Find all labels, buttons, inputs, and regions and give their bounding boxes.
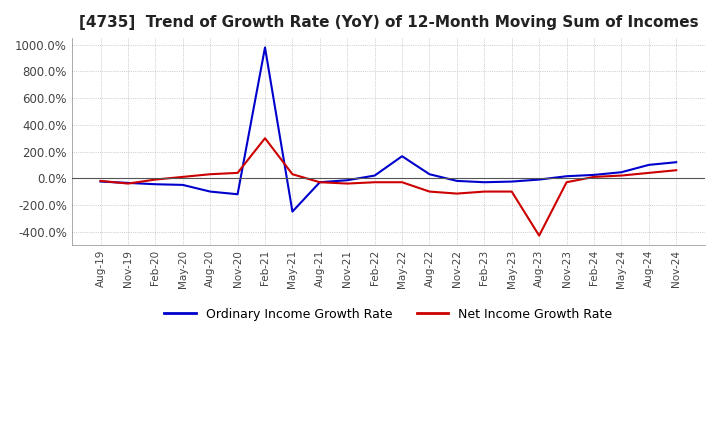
Net Income Growth Rate xyxy=(206,172,215,177)
Net Income Growth Rate xyxy=(315,180,324,185)
Ordinary Income Growth Rate xyxy=(179,182,187,187)
Net Income Growth Rate xyxy=(453,191,462,196)
Ordinary Income Growth Rate xyxy=(96,179,105,184)
Net Income Growth Rate xyxy=(179,174,187,180)
Ordinary Income Growth Rate xyxy=(535,177,544,182)
Ordinary Income Growth Rate xyxy=(562,174,571,179)
Ordinary Income Growth Rate xyxy=(315,180,324,185)
Net Income Growth Rate xyxy=(288,172,297,177)
Ordinary Income Growth Rate xyxy=(343,178,351,183)
Ordinary Income Growth Rate xyxy=(151,182,160,187)
Ordinary Income Growth Rate xyxy=(397,154,406,159)
Line: Net Income Growth Rate: Net Income Growth Rate xyxy=(101,138,676,235)
Net Income Growth Rate xyxy=(508,189,516,194)
Net Income Growth Rate xyxy=(672,168,680,173)
Ordinary Income Growth Rate xyxy=(508,179,516,184)
Ordinary Income Growth Rate xyxy=(124,180,132,186)
Ordinary Income Growth Rate xyxy=(480,180,489,185)
Net Income Growth Rate xyxy=(261,136,269,141)
Net Income Growth Rate xyxy=(562,180,571,185)
Ordinary Income Growth Rate xyxy=(453,178,462,183)
Net Income Growth Rate xyxy=(96,178,105,183)
Net Income Growth Rate xyxy=(124,181,132,186)
Ordinary Income Growth Rate xyxy=(672,160,680,165)
Ordinary Income Growth Rate xyxy=(644,162,653,168)
Title: [4735]  Trend of Growth Rate (YoY) of 12-Month Moving Sum of Incomes: [4735] Trend of Growth Rate (YoY) of 12-… xyxy=(78,15,698,30)
Net Income Growth Rate xyxy=(590,174,598,180)
Net Income Growth Rate xyxy=(617,173,626,178)
Net Income Growth Rate xyxy=(343,181,351,186)
Net Income Growth Rate xyxy=(480,189,489,194)
Net Income Growth Rate xyxy=(233,170,242,176)
Ordinary Income Growth Rate xyxy=(233,191,242,197)
Ordinary Income Growth Rate xyxy=(590,172,598,177)
Ordinary Income Growth Rate xyxy=(370,173,379,178)
Net Income Growth Rate xyxy=(426,189,434,194)
Net Income Growth Rate xyxy=(151,177,160,182)
Ordinary Income Growth Rate xyxy=(261,45,269,50)
Net Income Growth Rate xyxy=(644,170,653,176)
Ordinary Income Growth Rate xyxy=(206,189,215,194)
Ordinary Income Growth Rate xyxy=(288,209,297,214)
Net Income Growth Rate xyxy=(370,180,379,185)
Ordinary Income Growth Rate xyxy=(617,169,626,175)
Net Income Growth Rate xyxy=(535,233,544,238)
Ordinary Income Growth Rate xyxy=(426,172,434,177)
Line: Ordinary Income Growth Rate: Ordinary Income Growth Rate xyxy=(101,48,676,212)
Legend: Ordinary Income Growth Rate, Net Income Growth Rate: Ordinary Income Growth Rate, Net Income … xyxy=(159,303,618,326)
Net Income Growth Rate xyxy=(397,180,406,185)
